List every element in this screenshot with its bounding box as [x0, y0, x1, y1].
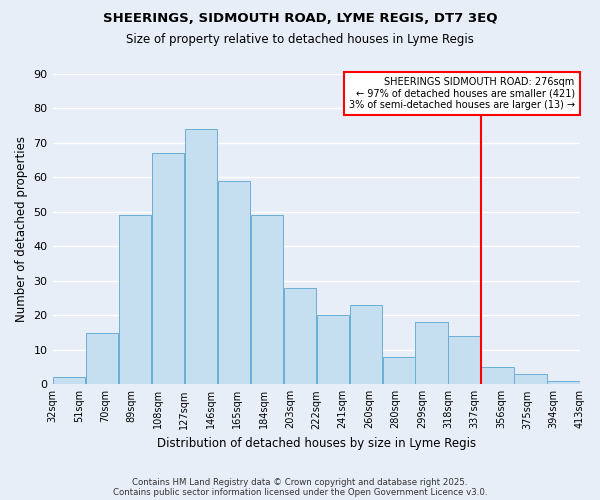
Text: Contains HM Land Registry data © Crown copyright and database right 2025.: Contains HM Land Registry data © Crown c… — [132, 478, 468, 487]
Bar — [86, 332, 118, 384]
Y-axis label: Number of detached properties: Number of detached properties — [15, 136, 28, 322]
Bar — [185, 129, 217, 384]
Bar — [350, 305, 382, 384]
Bar — [514, 374, 547, 384]
Text: Size of property relative to detached houses in Lyme Regis: Size of property relative to detached ho… — [126, 32, 474, 46]
Bar — [53, 378, 85, 384]
Bar — [481, 367, 514, 384]
Text: SHEERINGS, SIDMOUTH ROAD, LYME REGIS, DT7 3EQ: SHEERINGS, SIDMOUTH ROAD, LYME REGIS, DT… — [103, 12, 497, 26]
Text: Contains public sector information licensed under the Open Government Licence v3: Contains public sector information licen… — [113, 488, 487, 497]
Bar — [415, 322, 448, 384]
Bar — [317, 316, 349, 384]
Bar — [383, 356, 415, 384]
Bar — [251, 216, 283, 384]
Bar — [218, 181, 250, 384]
X-axis label: Distribution of detached houses by size in Lyme Regis: Distribution of detached houses by size … — [157, 437, 476, 450]
Bar — [284, 288, 316, 384]
Text: SHEERINGS SIDMOUTH ROAD: 276sqm
← 97% of detached houses are smaller (421)
3% of: SHEERINGS SIDMOUTH ROAD: 276sqm ← 97% of… — [349, 77, 575, 110]
Bar — [152, 154, 184, 384]
Bar — [448, 336, 481, 384]
Bar — [547, 381, 580, 384]
Bar — [119, 216, 151, 384]
